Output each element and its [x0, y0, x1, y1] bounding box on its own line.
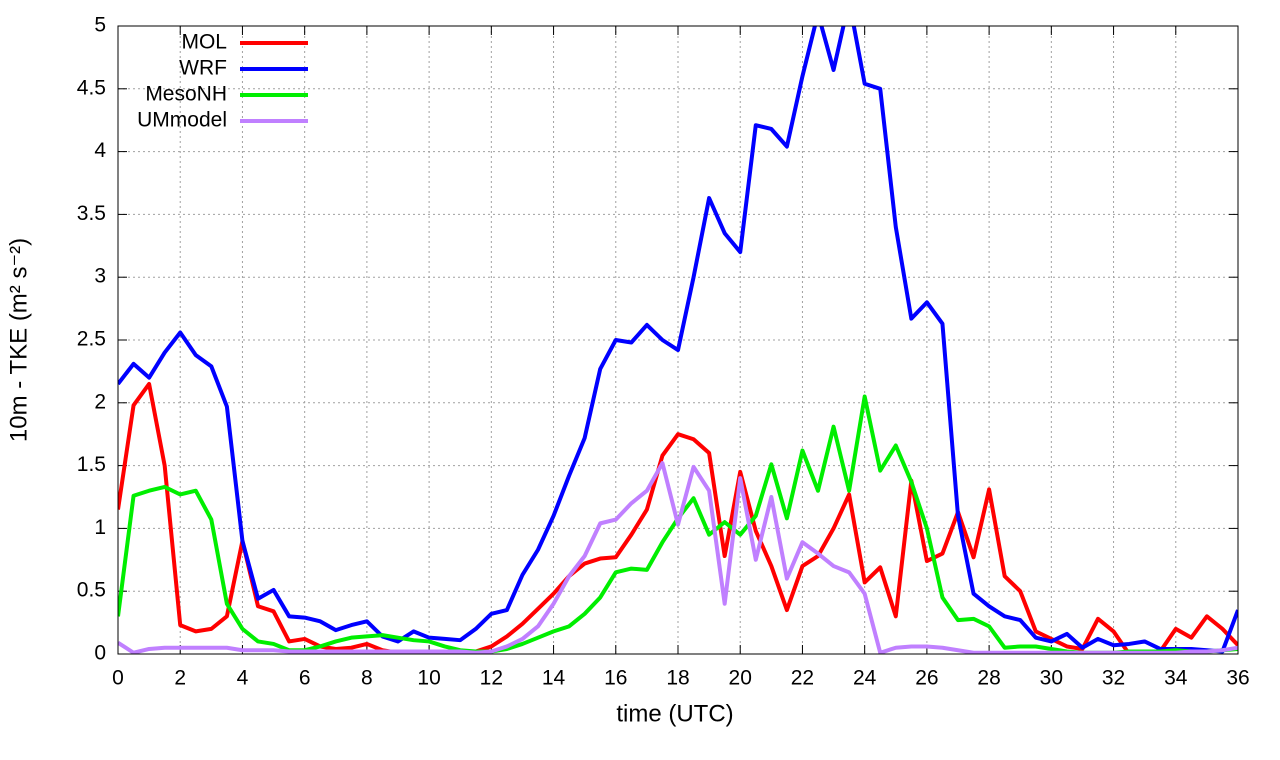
legend-label: MesoNH	[145, 83, 227, 106]
legend-label: WRF	[179, 57, 227, 80]
y-tick-label: 5	[94, 14, 106, 37]
data-line	[118, 461, 1238, 654]
x-tick-label: 24	[853, 667, 877, 690]
y-tick-label: 0	[94, 642, 106, 665]
x-tick-label: 16	[604, 667, 627, 690]
x-axis-label: time (UTC)	[616, 700, 733, 727]
y-tick-label: 4	[94, 139, 106, 162]
x-tick-label: 8	[361, 667, 373, 690]
plot-border	[117, 25, 1239, 655]
x-tick-label: 12	[480, 667, 503, 690]
x-tick-label: 2	[174, 667, 186, 690]
x-tick-label: 6	[299, 667, 311, 690]
x-tick-label: 36	[1226, 667, 1249, 690]
y-tick-label: 0.5	[77, 579, 106, 602]
x-tick-label: 10	[417, 667, 440, 690]
x-tick-label: 0	[112, 667, 124, 690]
data-line	[118, 381, 1238, 654]
x-tick-label: 18	[666, 667, 689, 690]
x-tick-label: 20	[729, 667, 752, 690]
y-tick-label: 1	[94, 516, 106, 539]
x-tick-label: 28	[977, 667, 1000, 690]
data-line	[118, 26, 1238, 654]
x-tick-label: 22	[791, 667, 814, 690]
legend-label: MOL	[181, 31, 227, 54]
x-tick-label: 14	[542, 667, 566, 690]
y-axis-label: 10m - TKE (m² s⁻²)	[5, 238, 32, 442]
x-tick-label: 30	[1040, 667, 1063, 690]
y-tick-label: 2.5	[77, 328, 106, 351]
x-tick-label: 32	[1102, 667, 1125, 690]
y-tick-label: 2	[94, 390, 106, 413]
y-tick-label: 1.5	[77, 453, 106, 476]
x-tick-label: 34	[1164, 667, 1188, 690]
legend-label: UMmodel	[137, 109, 227, 132]
plot-area	[118, 26, 1238, 654]
y-tick-label: 3	[94, 265, 106, 288]
y-tick-label: 4.5	[77, 76, 106, 99]
x-tick-label: 4	[237, 667, 249, 690]
x-tick-label: 26	[915, 667, 938, 690]
y-tick-label: 3.5	[77, 202, 106, 225]
